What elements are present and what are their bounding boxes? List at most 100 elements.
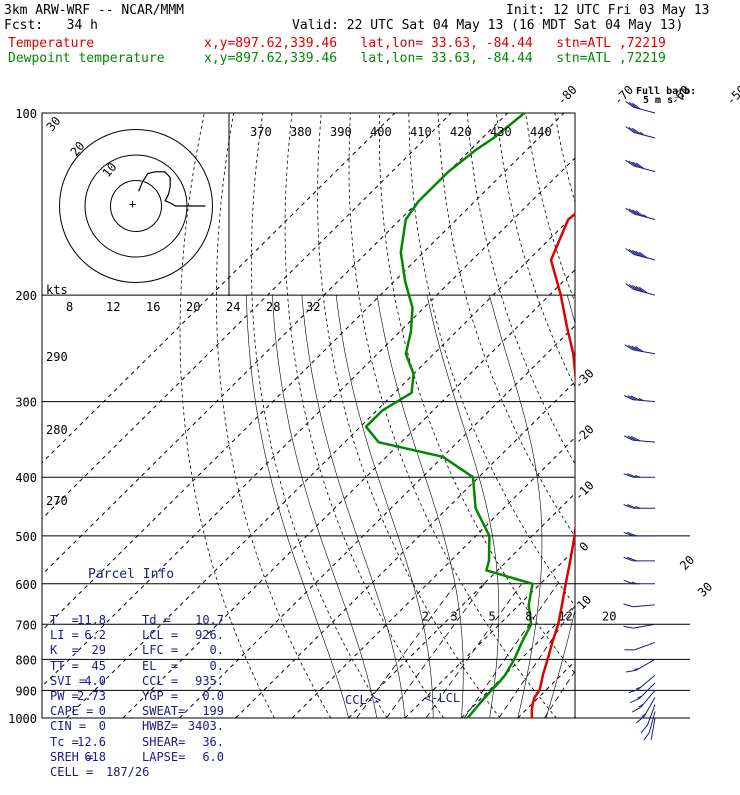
mixing-ratio-label: 3 xyxy=(451,609,458,623)
parcel-field-value: 36. xyxy=(202,735,224,750)
parcel-info-row: LI = 6.2 LCL = 926. xyxy=(46,628,236,643)
parcel-info-title: Parcel Info xyxy=(46,567,236,582)
dry-adiabat-line xyxy=(584,113,740,718)
wind-barb xyxy=(626,160,655,172)
isotherm-label: -80 xyxy=(555,83,580,108)
wind-barb xyxy=(626,659,655,672)
init-time: Init: 12 UTC Fri 03 May 13 xyxy=(506,4,710,18)
legend-temperature-label: Temperature xyxy=(8,37,94,51)
parcel-info-row: TT = 45 EL = 0. xyxy=(46,659,236,674)
wind-barb xyxy=(626,127,655,139)
moist-adiabat-line xyxy=(631,295,740,718)
isotherm-line xyxy=(461,113,740,718)
mixing-ratio-label: 5 xyxy=(489,609,496,623)
parcel-field-value: 0 xyxy=(99,719,106,734)
wind-barb xyxy=(624,532,655,536)
parcel-field-label: Td = xyxy=(142,613,171,628)
parcel-field-label: CIN = xyxy=(50,719,86,734)
dry-adiabat-line xyxy=(642,113,740,718)
parcel-field-label: CAPE = xyxy=(50,704,93,719)
isotherm-label: -70 xyxy=(611,83,636,108)
mixing-ratio-label: 12 xyxy=(558,609,572,623)
temperature-profile xyxy=(532,113,700,718)
isotherm-line xyxy=(179,113,740,718)
wind-barb xyxy=(649,718,655,740)
theta-label: 380 xyxy=(290,125,312,139)
wind-barb xyxy=(624,624,655,628)
theta-axis-label: 280 xyxy=(46,423,68,437)
dry-adiabat-line xyxy=(285,113,444,718)
moist-adiabat-line xyxy=(272,295,376,718)
parcel-field-label: CELL = xyxy=(50,765,93,780)
parcel-field-label: EL = xyxy=(142,659,178,674)
wind-barb xyxy=(626,248,655,260)
parcel-info-row: CELL =187/26 xyxy=(46,765,236,780)
wind-barb xyxy=(624,505,655,509)
isotherm-line xyxy=(349,113,740,718)
moist-adiabat-line xyxy=(377,295,463,718)
parcel-field-value: 926. xyxy=(195,628,224,643)
ccl-marker: CCL-> xyxy=(345,693,381,707)
mixing-ratio-label: 8 xyxy=(525,609,532,623)
parcel-field-label: TT = xyxy=(50,659,79,674)
parcel-field-value: 45 xyxy=(92,659,106,674)
isotherm-line xyxy=(236,113,740,718)
parcel-field-label: K = xyxy=(50,643,79,658)
parcel-field-value: 0. xyxy=(210,643,224,658)
moist-adiabat-line xyxy=(246,295,348,718)
isotherm-label: 0 xyxy=(577,539,592,554)
mixing-ratio-line xyxy=(464,584,557,718)
theta-axis-label: 270 xyxy=(46,494,68,508)
moist-adiabat-line xyxy=(602,295,740,718)
hodograph-speed-tick: 24 xyxy=(226,300,240,314)
hodograph-center: + xyxy=(129,197,136,211)
parcel-field-value: 3403. xyxy=(188,719,224,734)
moist-adiabat-line xyxy=(574,295,661,718)
isotherm-label: 20 xyxy=(677,553,697,573)
isotherm-line xyxy=(631,113,740,718)
pressure-tick-label: 900 xyxy=(15,684,37,698)
hodograph-units: kts xyxy=(46,283,68,297)
hodograph-speed-tick: 8 xyxy=(66,300,73,314)
isotherm-line xyxy=(405,113,740,718)
mixing-ratio-label: 20 xyxy=(602,609,616,623)
pressure-tick-label: 700 xyxy=(15,618,37,632)
sounding-profiles xyxy=(366,113,699,718)
wind-barb xyxy=(624,557,655,561)
moist-adiabats xyxy=(246,295,740,718)
pressure-tick-label: 200 xyxy=(15,289,37,303)
parcel-field-label: HWBZ= xyxy=(142,719,178,734)
moist-adiabat-line xyxy=(336,295,433,718)
pressure-tick-label: 800 xyxy=(15,653,37,667)
parcel-field-label: SVI = xyxy=(50,674,86,689)
parcel-field-value: 618 xyxy=(84,750,106,765)
hodograph-ring-label: 10 xyxy=(100,160,120,180)
parcel-field-value: 199 xyxy=(202,704,224,719)
wind-barb-staff xyxy=(633,605,655,607)
wind-barb xyxy=(625,345,655,354)
pressure-tick-label: 500 xyxy=(15,530,37,544)
hodograph-speed-tick: 28 xyxy=(266,300,280,314)
dry-adiabat-line xyxy=(467,113,740,718)
theta-label: 440 xyxy=(530,125,552,139)
parcel-field-label: LAPSE= xyxy=(142,750,185,765)
lcl-marker: <-LCL xyxy=(424,691,460,705)
parcel-field-label: LI = xyxy=(50,628,79,643)
theta-label: 430 xyxy=(490,125,512,139)
parcel-field-label: T = xyxy=(50,613,79,628)
parcel-field-label: LCL = xyxy=(142,628,178,643)
hodograph-speed-tick: 16 xyxy=(146,300,160,314)
parcel-field-value: 0. xyxy=(210,659,224,674)
dry-adiabat-line xyxy=(438,113,726,718)
wind-barb-feather xyxy=(641,725,648,733)
pressure-tick-label: 600 xyxy=(15,578,37,592)
parcel-field-label: LFC = xyxy=(142,643,178,658)
wind-barbs xyxy=(623,101,655,740)
parcel-field-value: 6.2 xyxy=(84,628,106,643)
pressure-tick-label: 100 xyxy=(15,107,37,121)
